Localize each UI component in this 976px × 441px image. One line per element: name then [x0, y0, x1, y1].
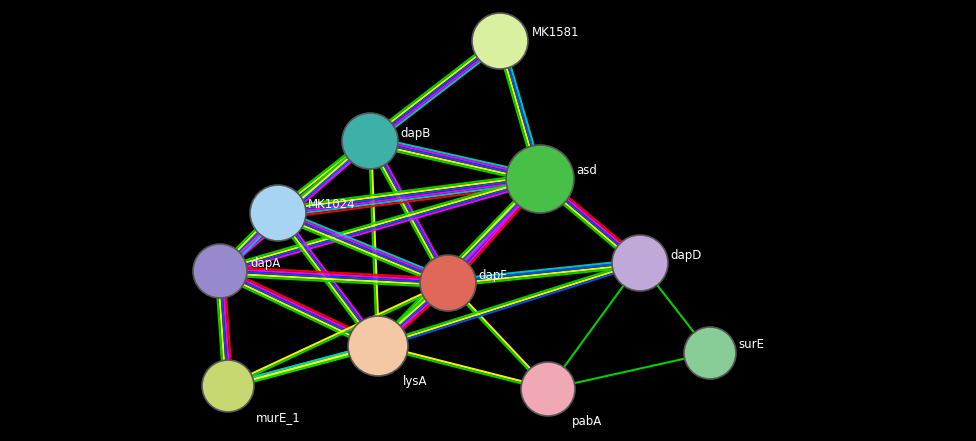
Text: dapA: dapA: [250, 257, 280, 269]
Circle shape: [193, 244, 247, 298]
Circle shape: [202, 360, 254, 412]
Text: dapB: dapB: [400, 127, 430, 139]
Circle shape: [342, 113, 398, 169]
Text: MK1581: MK1581: [532, 26, 580, 40]
Text: pabA: pabA: [572, 415, 602, 427]
Circle shape: [506, 145, 574, 213]
Text: dapD: dapD: [670, 248, 702, 262]
Text: murE_1: murE_1: [256, 411, 301, 425]
Text: surE: surE: [738, 339, 764, 351]
Circle shape: [612, 235, 668, 291]
Text: asd: asd: [576, 164, 597, 177]
Text: lysA: lysA: [403, 374, 427, 388]
Circle shape: [521, 362, 575, 416]
Text: MK1024: MK1024: [308, 198, 355, 212]
Circle shape: [684, 327, 736, 379]
Circle shape: [348, 316, 408, 376]
Circle shape: [250, 185, 306, 241]
Circle shape: [420, 255, 476, 311]
Circle shape: [472, 13, 528, 69]
Text: dapF: dapF: [478, 269, 507, 281]
